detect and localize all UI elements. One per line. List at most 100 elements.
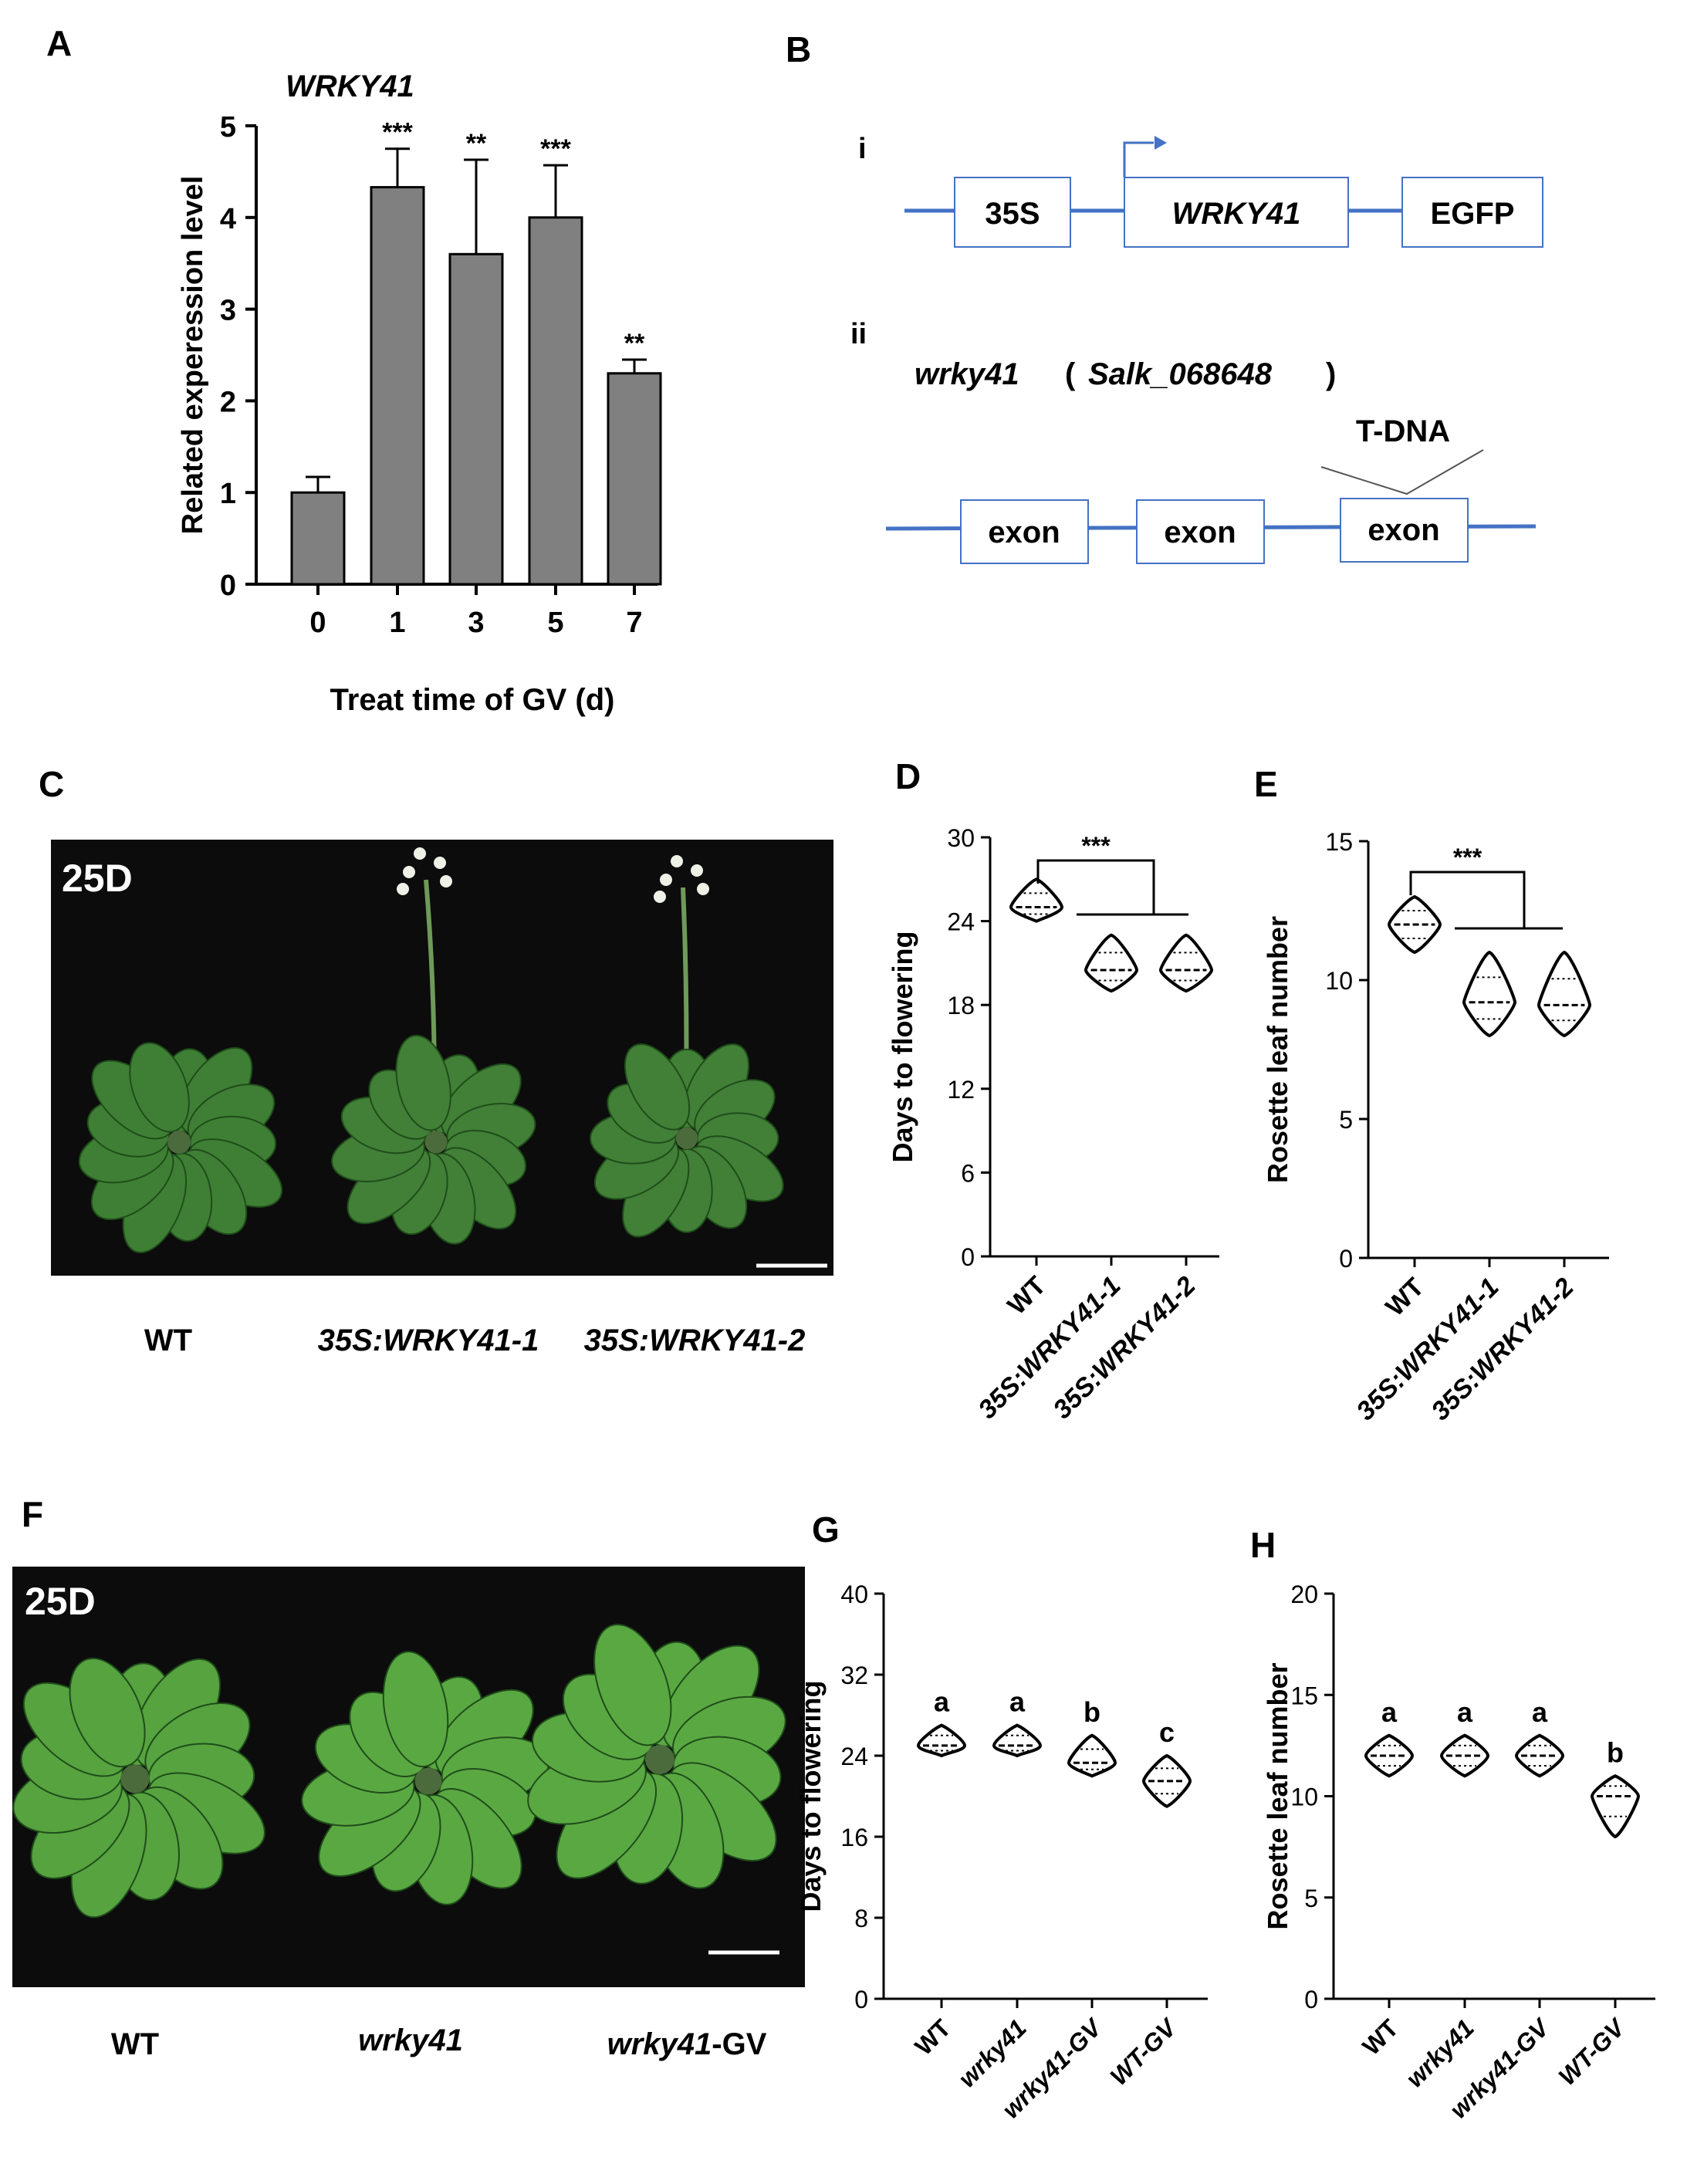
flower-bud (697, 883, 709, 895)
x-tick-label: WT (1357, 2013, 1404, 2061)
rosette-center (414, 1767, 442, 1795)
y-tick-label: 30 (947, 824, 975, 852)
panel-f-genotype-wrky41: wrky41 (358, 2023, 463, 2057)
y-tick-label: 0 (1304, 1986, 1318, 2013)
mutant-line-name: Salk_068648 (1088, 357, 1273, 391)
panel-letter-d: D (895, 756, 921, 796)
y-tick-label: 24 (947, 908, 975, 936)
y-tick-label: 0 (961, 1243, 975, 1271)
panel-letter-a: A (46, 23, 72, 63)
violin-shape (1462, 950, 1517, 1038)
flower-bud (414, 847, 426, 860)
violin-shape (1084, 933, 1139, 993)
panel-a-bar-chart: WRKY41 Related experession level Treat t… (177, 69, 662, 717)
panel-a-title: WRKY41 (286, 69, 414, 103)
y-tick-label: 10 (1290, 1783, 1318, 1811)
y-tick-label: 32 (840, 1662, 868, 1689)
flower-bud (440, 875, 452, 887)
panel-c-genotype-oe2: 35S:WRKY41-2 (584, 1324, 806, 1357)
violin-shape (1590, 1774, 1641, 1839)
significance-letter: a (1381, 1696, 1398, 1728)
rosette-leaf (624, 1043, 691, 1131)
bar (448, 252, 504, 586)
panel-f-photo: 25D WT wrky41 wrky41-GV (12, 1567, 805, 2061)
rosette-center (675, 1127, 698, 1150)
panel-f-age-label: 25D (25, 1580, 96, 1623)
rosette-leaf (395, 1034, 451, 1131)
genotype-plain-part: -GV (712, 2027, 766, 2061)
significance-letter: b (1607, 1736, 1624, 1768)
y-tick-label: 20 (1290, 1581, 1318, 1608)
egfp-label: EGFP (1431, 197, 1515, 231)
y-tick-label: 3 (220, 295, 236, 327)
panel-c-genotype-wt: WT (144, 1324, 192, 1357)
flower-bud (654, 891, 666, 903)
panel-letter-e: E (1254, 764, 1278, 804)
panel-c-genotype-oe1: 35S:WRKY41-1 (318, 1324, 539, 1357)
exon-3-label: exon (1368, 513, 1439, 547)
panel-letter-g: G (812, 1510, 840, 1550)
panel-f-genotype-wrky41-gv: wrky41-GV (607, 2027, 767, 2061)
panel-f-genotype-wt: WT (111, 2027, 159, 2061)
y-tick-label: 5 (1304, 1885, 1318, 1912)
y-tick-label: 24 (840, 1743, 868, 1770)
flower-bud (403, 866, 415, 878)
y-tick-label: 1 (220, 478, 236, 510)
bar (528, 216, 583, 586)
panel-b-constructs: i 35S WRKY41 EGFP ii wrky41 ( Salk_06864… (850, 133, 1543, 564)
y-tick-label: 16 (840, 1824, 868, 1851)
violin-shape (1537, 950, 1592, 1038)
panel-letter-b: B (786, 29, 811, 69)
transcription-start-arrowhead-icon (1155, 136, 1167, 150)
y-tick-label: 40 (840, 1581, 868, 1608)
violin-shape (1067, 1733, 1117, 1778)
significance-letter: a (934, 1686, 950, 1718)
genotype-italic-part: wrky41 (607, 2027, 712, 2061)
bar (290, 491, 346, 586)
x-tick-label: WT-GV (1553, 2013, 1631, 2091)
rosette-leaf (382, 1651, 449, 1768)
mutant-gene-name: wrky41 (914, 357, 1019, 391)
x-tick-label: WT (1380, 1273, 1429, 1322)
violin-shape (992, 1723, 1043, 1758)
mutant-close-paren: ) (1326, 357, 1336, 391)
x-tick-label: 7 (626, 607, 642, 639)
rosette-leaf (69, 1657, 146, 1768)
y-tick-label: 0 (220, 570, 236, 602)
x-tick-label: 5 (547, 607, 563, 639)
rosette-center (424, 1131, 448, 1154)
rosette-center (645, 1745, 674, 1774)
wrky41-cds-label: WRKY41 (1172, 197, 1301, 231)
significance-label: ** (466, 129, 487, 158)
significance-label: *** (1081, 832, 1111, 860)
rosette-leaf (593, 1624, 672, 1746)
exon-2-label: exon (1164, 516, 1236, 549)
promoter-35s-box (954, 177, 1071, 248)
flower-bud (434, 857, 446, 869)
wrky41-cds-box (1124, 177, 1349, 248)
violin-shape (916, 1723, 967, 1758)
rosette-center (120, 1764, 150, 1794)
y-axis-label: Rosette leaf number (1262, 1662, 1293, 1929)
tdna-insertion-mark-icon (1320, 449, 1484, 495)
significance-letter: a (1532, 1696, 1548, 1728)
significance-letter: b (1084, 1696, 1100, 1728)
y-tick-label: 18 (947, 992, 975, 1019)
y-tick-label: 5 (220, 111, 236, 144)
bar (607, 372, 662, 586)
flower-bud (671, 855, 683, 867)
panel-a-ylabel: Related experession level (177, 176, 209, 535)
significance-letter: a (1009, 1686, 1026, 1718)
significance-bracket (1409, 871, 1526, 928)
mutant-open-paren: ( (1065, 357, 1076, 391)
x-tick-label: 35S:WRKY41-2 (1047, 1271, 1201, 1425)
x-tick-label: 35S:WRKY41-2 (1425, 1273, 1579, 1426)
panel-c-age-label: 25D (62, 857, 133, 900)
x-tick-label: 3 (468, 607, 484, 639)
significance-label: *** (382, 118, 413, 147)
panel-a-xlabel: Treat time of GV (d) (330, 683, 615, 717)
significance-label: *** (540, 134, 571, 164)
significance-label: ** (624, 329, 645, 358)
